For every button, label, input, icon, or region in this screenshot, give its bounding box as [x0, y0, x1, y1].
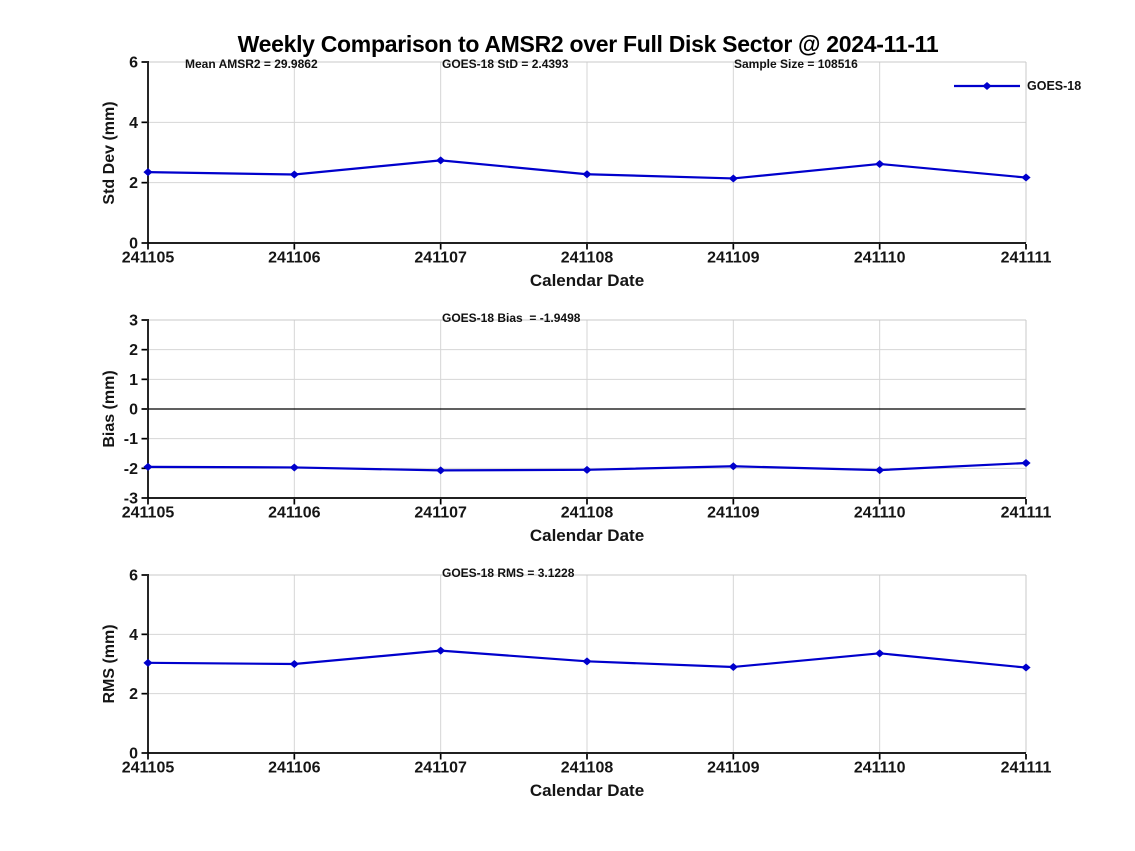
rms-x-axis-label: Calendar Date — [529, 781, 645, 800]
stddev-plot-area: 241105 241106 241107 241108 241109 241110 2411… — [122, 55, 1052, 267]
x-tick-label: 241109 — [707, 505, 760, 522]
annotation-goes18-bias: GOES-18 Bias = -1.9498 — [442, 311, 581, 325]
rms-y-axis-label: RMS (mm) — [101, 624, 118, 704]
data-point-marker — [728, 662, 738, 671]
data-point-marker — [436, 646, 446, 655]
data-point-marker — [289, 463, 299, 472]
data-point-marker — [728, 462, 738, 471]
stddev-y-axis-label: Std Dev (mm) — [101, 101, 118, 205]
x-tick-label: 241105 — [122, 250, 175, 267]
annotation-sample-size: Sample Size = 108516 — [734, 57, 858, 71]
legend-line-sample — [954, 82, 1020, 90]
x-tick-label: 241108 — [561, 250, 614, 267]
y-tick-label: 2 — [129, 342, 138, 359]
x-tick-label: 241105 — [122, 760, 175, 777]
data-point-marker — [1021, 458, 1031, 467]
y-tick-label: -2 — [124, 461, 138, 478]
data-point-marker — [143, 462, 153, 471]
data-point-marker — [582, 657, 592, 666]
data-point-marker — [1021, 173, 1031, 182]
y-tick-label: 4 — [129, 627, 138, 644]
x-tick-label: 241111 — [1001, 250, 1052, 267]
y-tick-label: 2 — [129, 175, 138, 192]
x-tick-label: 241106 — [268, 250, 321, 267]
annotation-goes18-rms: GOES-18 RMS = 3.1228 — [442, 566, 575, 580]
data-point-marker — [582, 465, 592, 474]
legend-label: GOES-18 — [1027, 79, 1082, 93]
rms-plot-area: 241105 241106 241107 241108 241109 241110 2411… — [122, 568, 1052, 777]
x-tick-label: 241111 — [1001, 505, 1052, 522]
data-point-marker — [582, 170, 592, 179]
stddev-x-axis-label: Calendar Date — [529, 271, 645, 290]
y-tick-label: 0 — [129, 402, 138, 419]
y-tick-label: 0 — [129, 236, 138, 253]
x-tick-label: 241110 — [854, 760, 906, 777]
x-tick-label: 241110 — [854, 250, 906, 267]
x-tick-label: 241110 — [854, 505, 906, 522]
x-tick-label: 241108 — [561, 760, 614, 777]
y-tick-label: 2 — [129, 686, 138, 703]
annotation-goes18-std: GOES-18 StD = 2.4393 — [442, 57, 569, 71]
data-point-marker — [436, 466, 446, 475]
data-point-marker — [875, 649, 885, 658]
y-tick-label: -3 — [124, 491, 138, 508]
data-point-marker — [875, 159, 885, 168]
data-point-marker — [436, 156, 446, 165]
y-tick-label: 6 — [129, 568, 138, 585]
x-tick-label: 241106 — [268, 505, 321, 522]
x-tick-label: 241105 — [122, 505, 175, 522]
annotation-mean-amsr2: Mean AMSR2 = 29.9862 — [185, 57, 318, 71]
x-tick-label: 241107 — [414, 505, 467, 522]
data-point-marker — [875, 466, 885, 475]
x-tick-label: 241111 — [1001, 760, 1052, 777]
x-tick-label: 241109 — [707, 250, 760, 267]
data-point-marker — [143, 168, 153, 177]
legend: GOES-18 — [953, 79, 1081, 93]
data-point-marker — [289, 170, 299, 179]
data-point-marker — [1021, 663, 1031, 672]
bias-y-axis-label: Bias (mm) — [101, 370, 118, 448]
y-tick-label: 6 — [129, 55, 138, 72]
y-tick-label: 4 — [129, 115, 138, 132]
x-tick-label: 241107 — [414, 250, 467, 267]
data-point-marker — [143, 658, 153, 667]
y-tick-label: 1 — [129, 372, 138, 389]
x-tick-label: 241108 — [561, 505, 614, 522]
x-tick-label: 241107 — [414, 760, 467, 777]
x-tick-label: 241109 — [707, 760, 760, 777]
legend-marker-icon — [982, 82, 992, 90]
bias-plot-area: 241105 241106 241107 241108 241109 241110 2411… — [122, 313, 1052, 522]
bias-x-axis-label: Calendar Date — [529, 526, 645, 545]
data-point-marker — [728, 174, 738, 183]
figure-title: Weekly Comparison to AMSR2 over Full Dis… — [237, 31, 939, 57]
data-point-marker — [289, 660, 299, 668]
x-tick-label: 241106 — [268, 760, 321, 777]
y-tick-label: -1 — [124, 431, 138, 448]
y-tick-label: 3 — [129, 313, 138, 330]
y-tick-label: 0 — [129, 746, 138, 763]
